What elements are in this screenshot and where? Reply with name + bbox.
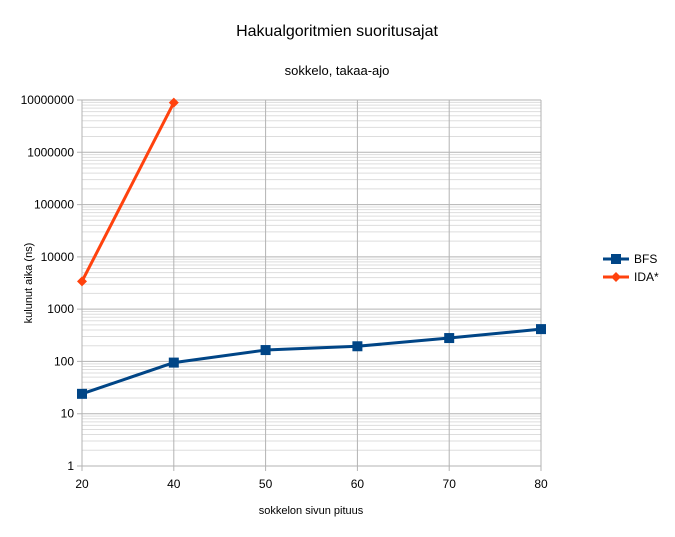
- data-point-bfs: [168, 357, 179, 368]
- x-tick-label: 80: [534, 477, 548, 491]
- data-point-bfs: [352, 341, 363, 352]
- y-tick-label: 1000000: [27, 145, 74, 159]
- x-axis-label: sokkelon sivun pituus: [259, 505, 364, 517]
- y-tick-label: 10000: [41, 250, 75, 264]
- legend-label: BFS: [634, 252, 657, 266]
- x-tick-label: 70: [443, 477, 457, 491]
- legend-item-bfs: BFS: [603, 252, 657, 266]
- y-tick-label: 10: [61, 407, 75, 421]
- y-tick-label: 100000: [34, 198, 74, 212]
- data-point-bfs: [536, 324, 546, 335]
- legend-swatch-marker: [611, 272, 621, 282]
- x-tick-label: 50: [259, 477, 273, 491]
- y-tick-label: 10000000: [21, 93, 75, 107]
- series-layer: [77, 97, 546, 399]
- data-point-bfs: [444, 333, 455, 344]
- legend-item-ida: IDA*: [603, 270, 659, 284]
- x-tick-label: 60: [351, 477, 365, 491]
- y-tick-label: 1: [67, 459, 74, 473]
- data-point-ida: [77, 276, 87, 287]
- legend-swatch-marker: [611, 254, 621, 264]
- series-line-bfs: [81, 327, 542, 396]
- chart-subtitle: sokkelo, takaa-ajo: [285, 63, 390, 78]
- series-ida: [77, 97, 179, 287]
- y-axis-label: kulunut aika (ns): [23, 243, 35, 324]
- chart-title: Hakualgoritmien suoritusajat: [236, 23, 438, 40]
- x-tick-labels: 20 40 50 60 70 80: [75, 477, 548, 491]
- data-point-ida: [168, 97, 179, 108]
- legend: BFS IDA*: [603, 252, 659, 284]
- y-tick-labels: 1 10 100 1000 10000 100000 1000000 10000000: [21, 93, 75, 473]
- series-line-ida: [80, 101, 176, 283]
- grid: [77, 99, 542, 471]
- data-point-bfs: [260, 345, 271, 356]
- data-point-bfs: [77, 388, 87, 399]
- y-tick-label: 1000: [47, 302, 74, 316]
- legend-label: IDA*: [634, 270, 659, 284]
- x-tick-label: 40: [167, 477, 181, 491]
- series-bfs: [77, 324, 546, 399]
- x-tick-label: 20: [75, 477, 89, 491]
- y-tick-label: 100: [54, 354, 74, 368]
